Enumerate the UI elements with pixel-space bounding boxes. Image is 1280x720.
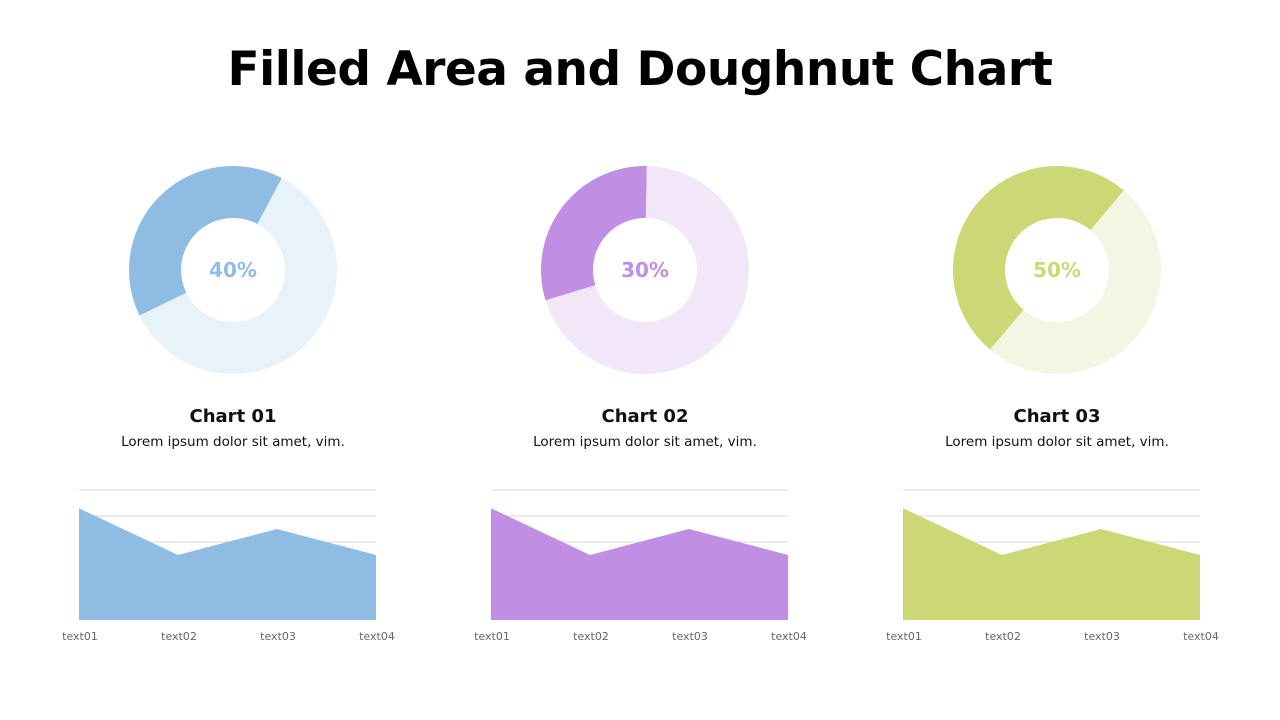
percent-label-2: 30%	[621, 258, 669, 282]
doughnut-slice-value	[541, 166, 647, 301]
percent-label-1: 40%	[209, 258, 257, 282]
area-chart-2	[491, 489, 788, 620]
x-tick-label: text03	[1084, 630, 1120, 643]
doughnut-slice-remainder	[990, 190, 1161, 374]
percent-label-3: 50%	[1033, 258, 1081, 282]
chart-description-3: Lorem ipsum dolor sit amet, vim.	[945, 434, 1169, 450]
x-tick-label: text02	[985, 630, 1021, 643]
x-tick-label: text02	[161, 630, 197, 643]
x-tick-label: text04	[771, 630, 807, 643]
x-tick-label: text04	[1183, 630, 1219, 643]
x-tick-label: text01	[474, 630, 510, 643]
doughnut-chart-2	[541, 166, 749, 374]
x-tick-label: text02	[573, 630, 609, 643]
area-series	[491, 508, 788, 620]
chart-panel-2: 30% Chart 02 Lorem ipsum dolor sit amet,…	[474, 160, 848, 660]
x-tick-label: text03	[672, 630, 708, 643]
x-tick-label: text04	[359, 630, 395, 643]
chart-description-1: Lorem ipsum dolor sit amet, vim.	[121, 434, 345, 450]
doughnut-slice-remainder	[139, 178, 337, 374]
doughnut-chart-3	[953, 166, 1161, 374]
chart-title-3: Chart 03	[1013, 406, 1101, 427]
chart-title-1: Chart 01	[189, 406, 277, 427]
doughnut-chart-1	[128, 165, 337, 374]
area-series	[79, 508, 376, 620]
doughnut-slice-value	[953, 166, 1124, 350]
x-tick-label: text01	[62, 630, 98, 643]
chart-title-2: Chart 02	[601, 406, 689, 427]
x-tick-label: text03	[260, 630, 296, 643]
area-chart-1	[79, 489, 376, 620]
area-chart-3	[903, 489, 1200, 620]
chart-panel-3: 50% Chart 03 Lorem ipsum dolor sit amet,…	[886, 160, 1260, 660]
doughnut-slice-value	[128, 165, 282, 316]
area-series	[903, 508, 1200, 620]
page-title: Filled Area and Doughnut Chart	[227, 42, 1053, 97]
doughnut-slice-remainder	[545, 166, 749, 374]
x-tick-label: text01	[886, 630, 922, 643]
chart-panel-1: 40% Chart 01 Lorem ipsum dolor sit amet,…	[62, 160, 436, 660]
chart-description-2: Lorem ipsum dolor sit amet, vim.	[533, 434, 757, 450]
